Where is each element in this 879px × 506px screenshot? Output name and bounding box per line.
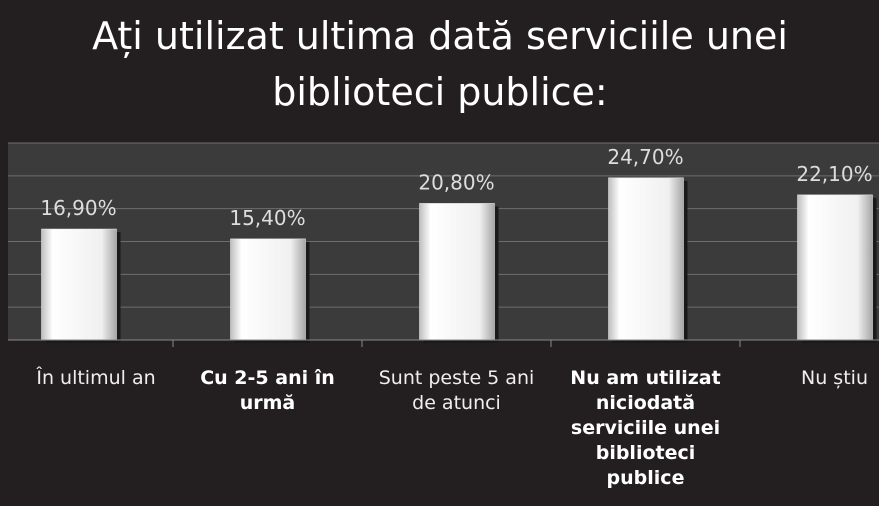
- data-label: 15,40%: [229, 206, 305, 230]
- x-tick-label: Nu am utilizat niciodată serviciile unei…: [570, 367, 721, 489]
- x-tick-label: Nu știu: [801, 367, 868, 389]
- x-tick-label: Sunt peste 5 ani de atunci: [378, 367, 535, 414]
- bar: [797, 194, 873, 341]
- data-label: 22,10%: [796, 162, 872, 186]
- x-tick-label: Cu 2-5 ani în urmă: [200, 367, 335, 414]
- bar: [419, 203, 495, 341]
- bar: [608, 177, 684, 341]
- data-label: 20,80%: [418, 170, 494, 194]
- data-label: 24,70%: [607, 145, 683, 169]
- bar: [230, 238, 306, 341]
- x-tick-label: În ultimul an: [36, 367, 156, 389]
- chart-title: Ați utilizat ultima dată serviciile unei…: [92, 14, 788, 114]
- data-label: 16,90%: [40, 196, 116, 220]
- bar: [41, 228, 117, 341]
